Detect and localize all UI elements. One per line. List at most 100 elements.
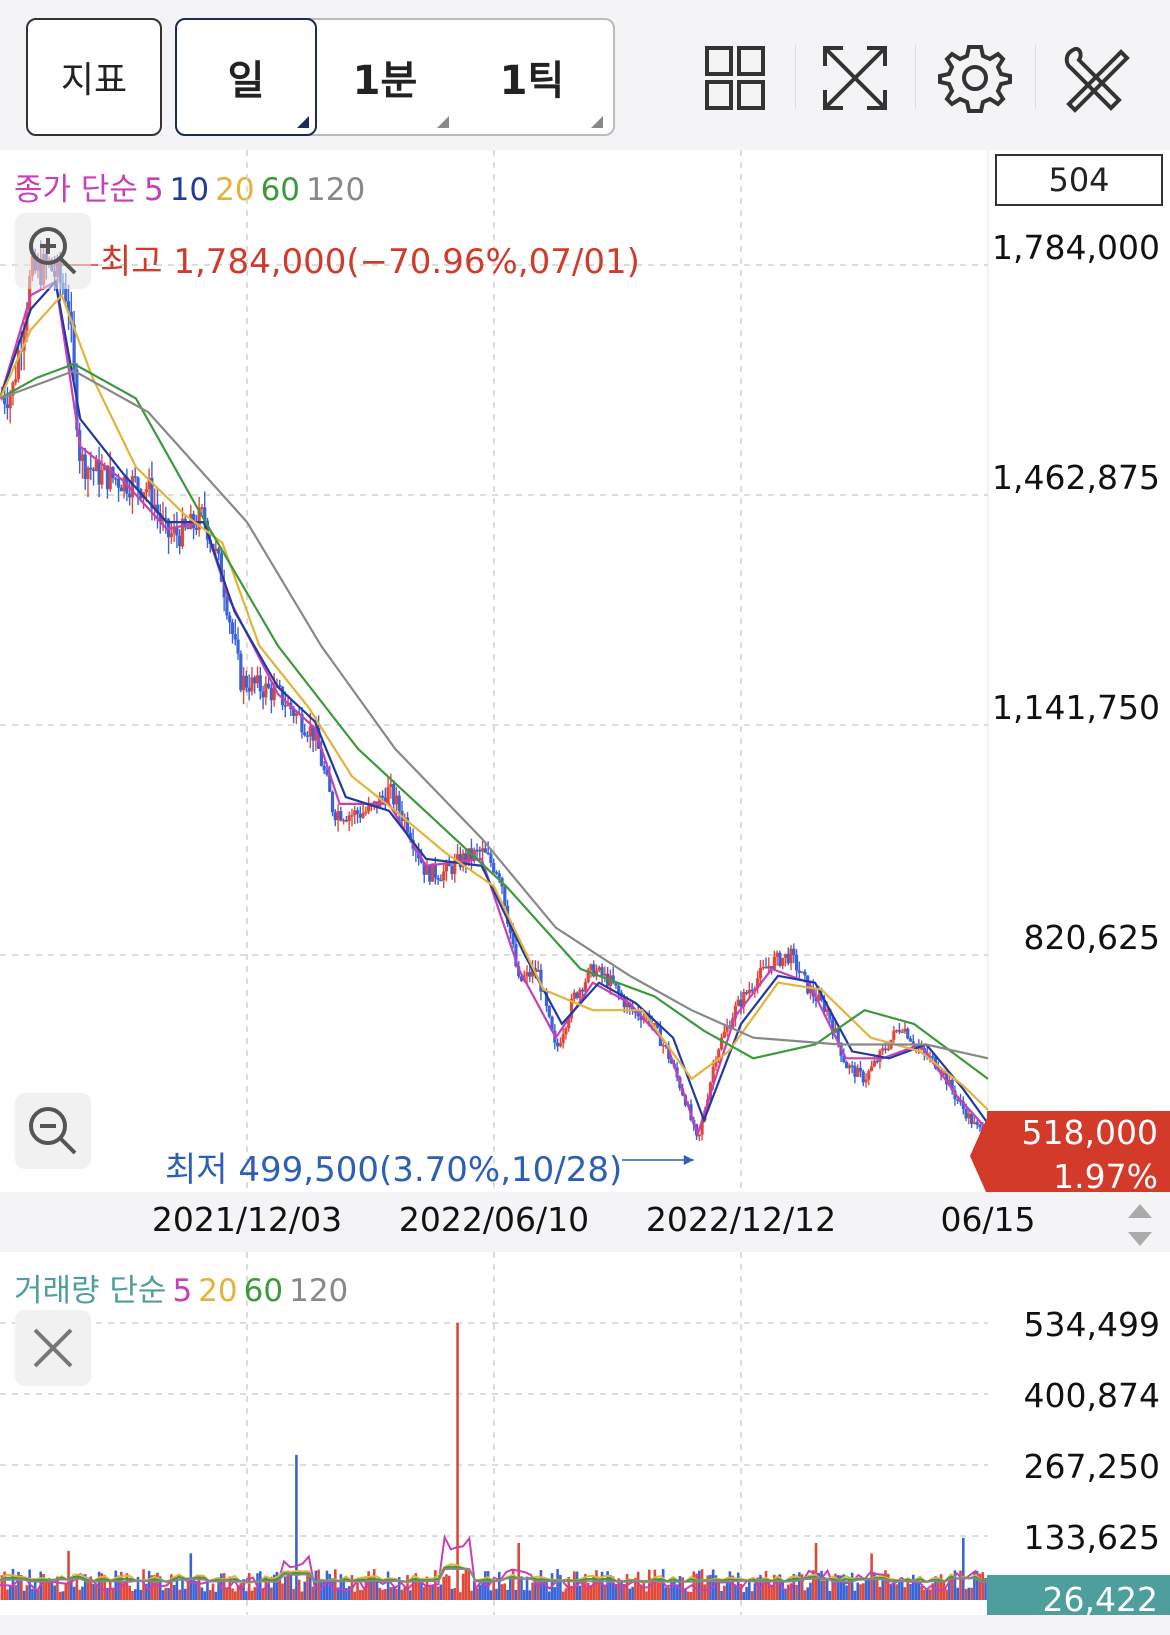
volume-bar	[628, 1588, 632, 1600]
candle-body	[86, 467, 90, 480]
volume-bar	[511, 1570, 515, 1600]
candle-body	[775, 952, 779, 957]
volume-bar	[336, 1587, 340, 1600]
volume-bar	[75, 1574, 79, 1600]
candle-body	[553, 1030, 557, 1043]
candle-body	[550, 1016, 554, 1031]
volume-bar	[836, 1575, 840, 1600]
layout-grid-icon[interactable]	[695, 38, 775, 118]
candle-body	[675, 1067, 679, 1078]
volume-bar	[183, 1588, 187, 1600]
candle-body	[750, 989, 754, 992]
period-1tick-tab[interactable]: 1틱	[455, 20, 609, 134]
period-day-tab[interactable]: 일	[175, 18, 317, 136]
candle-body	[322, 765, 326, 771]
settings-gear-icon[interactable]	[935, 38, 1015, 118]
candle-body	[736, 999, 740, 1006]
candle-body	[128, 493, 132, 498]
volume-bar	[564, 1588, 568, 1600]
candle-count-input[interactable]: 504	[995, 154, 1163, 206]
volume-bar	[867, 1577, 871, 1600]
candle-body	[80, 454, 85, 461]
toolbar: 지표 일 1분 1틱	[0, 0, 1170, 150]
candle-body	[914, 1045, 918, 1047]
candle-body	[800, 971, 804, 974]
candle-body	[842, 1055, 846, 1063]
candle-body	[161, 517, 165, 522]
candle-body	[144, 489, 148, 493]
volume-bar	[133, 1589, 137, 1600]
candle-body	[581, 989, 585, 992]
candle-body	[397, 795, 401, 811]
y-axis-label: 1,784,000	[992, 228, 1160, 267]
candle-body	[592, 964, 596, 977]
candle-body	[191, 513, 196, 528]
low-price-annotation: 최저 499,500(3.70%,10/28)	[165, 1150, 623, 1190]
indicator-button[interactable]: 지표	[26, 18, 162, 136]
volume-bar	[906, 1580, 910, 1600]
candle-body	[614, 982, 618, 986]
zoom-out-button[interactable]	[15, 1093, 91, 1169]
candle-body	[533, 968, 537, 972]
candle-body	[831, 1019, 835, 1033]
candle-body	[319, 748, 324, 766]
candle-body	[928, 1056, 932, 1058]
volume-bar	[561, 1591, 565, 1600]
volume-bar	[942, 1581, 946, 1600]
volume-bar	[475, 1588, 479, 1600]
volume-bar	[981, 1572, 985, 1600]
volume-bar	[753, 1583, 757, 1600]
volume-bar	[170, 1574, 173, 1600]
volume-bar	[814, 1542, 818, 1600]
volume-bar	[625, 1574, 629, 1600]
candle-body	[958, 1100, 963, 1103]
volume-bar	[517, 1542, 520, 1600]
volume-bar	[617, 1578, 621, 1600]
volume-bar	[395, 1588, 398, 1600]
candle-body	[469, 848, 474, 860]
volume-bar	[720, 1590, 723, 1600]
volume-bar	[584, 1573, 587, 1600]
indicator-button-label: 지표	[60, 60, 128, 101]
candle-body	[561, 1034, 565, 1044]
candle-body	[881, 1048, 885, 1051]
volume-bar	[378, 1587, 382, 1600]
candle-body	[945, 1072, 949, 1085]
candle-body	[669, 1058, 674, 1064]
candle-body	[444, 862, 449, 872]
candle-body	[233, 634, 237, 640]
volume-bar	[964, 1588, 968, 1600]
period-1min-tab[interactable]: 1분	[315, 20, 455, 134]
resize-handle-icon[interactable]	[1120, 1200, 1160, 1250]
volume-bar	[525, 1576, 529, 1600]
fullscreen-icon[interactable]	[815, 38, 895, 118]
zoom-in-button[interactable]	[15, 213, 91, 289]
volume-bar	[923, 1590, 926, 1600]
volume-bar	[642, 1581, 646, 1600]
candle-body	[69, 311, 73, 325]
price-candles	[0, 240, 988, 1142]
current-price-tag: 518,000 1.97%	[987, 1111, 1170, 1201]
tools-icon[interactable]	[1055, 38, 1135, 118]
candle-body	[950, 1079, 954, 1091]
volume-bar	[334, 1569, 337, 1600]
volume-bar	[100, 1573, 104, 1600]
candle-body	[403, 817, 407, 821]
candle-body	[889, 1039, 893, 1049]
candle-body	[536, 969, 540, 972]
candle-body	[278, 684, 282, 687]
volume-bar	[289, 1571, 293, 1600]
candle-body	[797, 970, 801, 973]
volume-bar	[406, 1575, 409, 1600]
candle-body	[786, 953, 790, 964]
candle-body	[155, 504, 160, 514]
volume-bar	[67, 1550, 70, 1600]
x-axis	[0, 1192, 1170, 1252]
candle-body	[911, 1041, 915, 1046]
candle-body	[625, 1003, 629, 1008]
volume-bar	[33, 1580, 37, 1600]
candle-body	[569, 998, 574, 1019]
close-volume-button[interactable]	[15, 1310, 91, 1386]
candle-body	[817, 994, 821, 1001]
candle-body	[164, 517, 168, 520]
